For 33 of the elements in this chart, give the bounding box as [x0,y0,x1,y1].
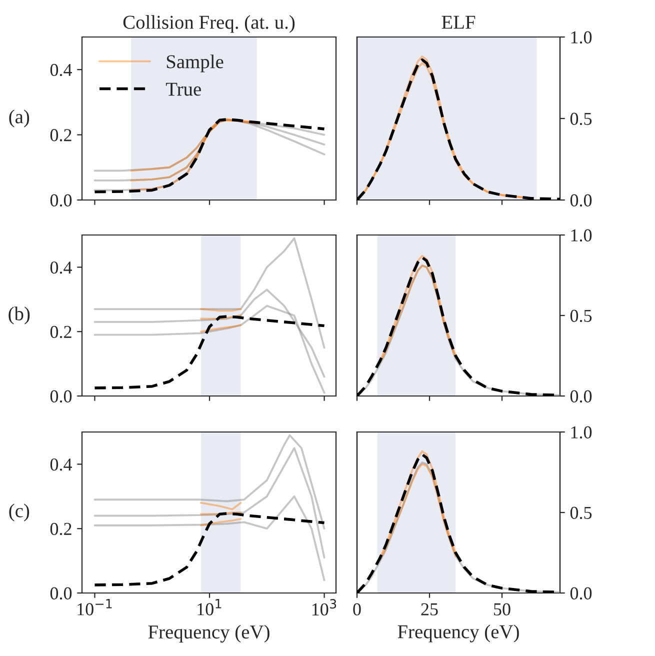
chart-title: Collision Freq. (at. u.) [123,15,295,33]
x-tick-label: 10$^{−1}$ [78,599,112,616]
y2-tick-label: 0.5 [570,310,592,322]
y-tick-label: 0.2 [50,522,72,536]
x-axis-title: Frequency (eV) [148,624,270,643]
x-tick-label: 0 [353,603,361,616]
x-tick-label: 50 [494,603,510,616]
chart-title: ELF [442,16,476,29]
y-tick-label: 0.2 [50,326,72,338]
y2-tick-label: 1.0 [571,31,592,44]
x-tick-label: 25 [421,603,438,616]
y2-tick-label: 0.5 [570,112,592,126]
x-axis-title: Frequency (eV) [398,624,519,642]
legend-label: Sample [166,54,224,72]
x-tick-label: 10$^{1}$ [198,599,222,616]
y-axis-title: (b) [8,306,30,324]
y-tick-label: 0.2 [50,129,72,142]
y2-tick-label: 1.0 [571,229,592,242]
x-tick-label: 10$^{3}$ [312,599,336,616]
y2-tick-label: 0.0 [570,587,592,600]
y-tick-label: 0.4 [50,64,72,76]
y-tick-label: 0.4 [50,261,72,274]
y2-tick-label: 1.0 [571,426,592,439]
y2-tick-label: 0.5 [570,506,592,520]
y-tick-label: 0.0 [50,194,72,207]
legend-label: True [166,82,201,96]
y-tick-label: 0.0 [50,587,72,600]
y-tick-label: 0.0 [50,390,72,403]
y-axis-title: (c) [9,504,30,522]
y2-tick-label: 0.0 [570,390,592,403]
y-tick-label: 0.4 [50,458,72,471]
y-axis-title: (a) [9,110,30,128]
y2-tick-label: 0.0 [570,194,592,207]
